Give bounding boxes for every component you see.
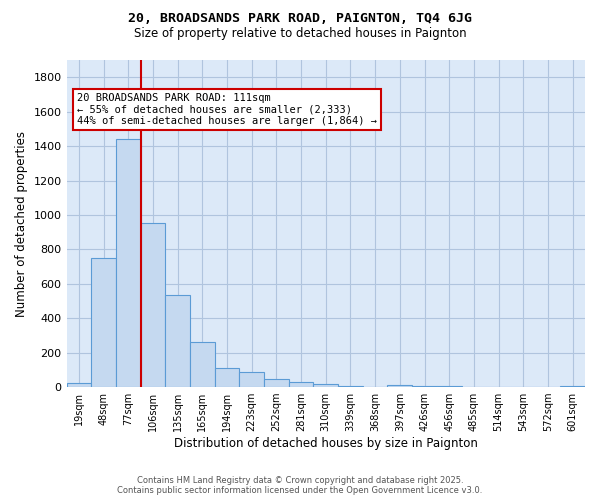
Bar	[215, 368, 239, 387]
Bar	[461, 386, 486, 387]
Bar	[412, 386, 437, 387]
X-axis label: Distribution of detached houses by size in Paignton: Distribution of detached houses by size …	[174, 437, 478, 450]
Text: 20, BROADSANDS PARK ROAD, PAIGNTON, TQ4 6JG: 20, BROADSANDS PARK ROAD, PAIGNTON, TQ4 …	[128, 12, 472, 26]
Bar	[388, 385, 412, 387]
Bar	[239, 372, 264, 387]
Text: Size of property relative to detached houses in Paignton: Size of property relative to detached ho…	[134, 28, 466, 40]
Bar	[437, 386, 461, 387]
Bar	[289, 382, 313, 387]
Text: Contains HM Land Registry data © Crown copyright and database right 2025.
Contai: Contains HM Land Registry data © Crown c…	[118, 476, 482, 495]
Y-axis label: Number of detached properties: Number of detached properties	[15, 130, 28, 316]
Bar	[363, 386, 388, 387]
Bar	[486, 386, 511, 387]
Bar	[67, 384, 91, 387]
Text: 20 BROADSANDS PARK ROAD: 111sqm
← 55% of detached houses are smaller (2,333)
44%: 20 BROADSANDS PARK ROAD: 111sqm ← 55% of…	[77, 92, 377, 126]
Bar	[91, 258, 116, 387]
Bar	[165, 294, 190, 387]
Bar	[264, 379, 289, 387]
Bar	[338, 386, 363, 387]
Bar	[116, 138, 140, 387]
Bar	[140, 224, 165, 387]
Bar	[313, 384, 338, 387]
Bar	[190, 342, 215, 387]
Bar	[560, 386, 585, 387]
